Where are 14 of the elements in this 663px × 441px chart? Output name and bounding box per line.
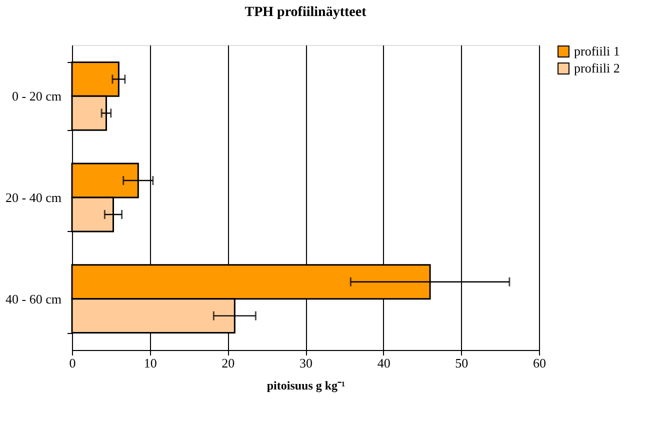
y-tick-label: 0 - 20 cm	[12, 88, 62, 104]
x-tick-label: 60	[533, 356, 546, 370]
legend-label: profiili 1	[574, 44, 620, 58]
x-tick-label: 50	[455, 356, 468, 370]
x-tick-label: 0	[69, 356, 76, 370]
x-tick-label: 40	[377, 356, 390, 370]
y-tick-label: 40 - 60 cm	[6, 291, 62, 306]
chart-title: TPH profiilinäytteet	[244, 5, 367, 20]
x-tick-label: 30	[300, 356, 312, 370]
x-axis-title: pitoisuus g kg⁻¹	[266, 378, 346, 392]
y-tick-label: 20 - 40 cm	[6, 190, 62, 205]
legend-label: profiili 2	[574, 60, 620, 76]
x-tick-label: 10	[144, 356, 157, 370]
x-tick-label: 20	[222, 356, 235, 370]
